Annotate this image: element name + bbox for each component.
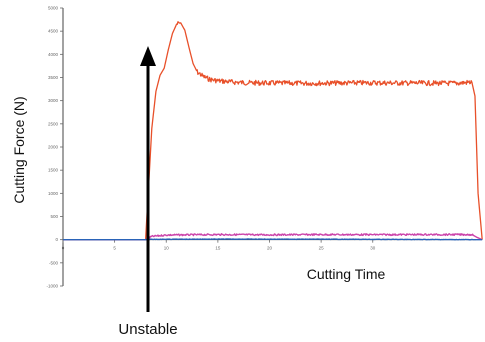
x-tick-label: 5 [113, 246, 116, 251]
x-tick-label: 0 [62, 246, 65, 251]
x-tick-label: 25 [319, 246, 325, 251]
x-tick-label: 15 [215, 246, 221, 251]
x-tick-label: 30 [370, 246, 376, 251]
y-tick-label: -1000 [46, 284, 58, 289]
y-tick-label: 4000 [48, 52, 59, 57]
annotation-arrow-head [140, 46, 156, 66]
annotation-label: Unstable [118, 321, 177, 338]
axes [63, 8, 476, 286]
y-tick-label: 0 [55, 237, 58, 242]
y-tick-label: 2000 [48, 145, 59, 150]
tick-labels: -1000 -500 0 500 1000 1500 2000 2500 3000 3500 400… [46, 6, 375, 289]
y-tick-label: 500 [50, 214, 58, 219]
y-tick-label: 4500 [48, 29, 59, 34]
y-tick-label: 2500 [48, 121, 59, 126]
y-axis-label: Cutting Force (N) [11, 96, 27, 203]
y-tick-label: 1500 [48, 168, 59, 173]
x-axis-label: Cutting Time [307, 266, 386, 282]
x-tick-label: 10 [164, 246, 170, 251]
x-tick-label: 20 [267, 246, 273, 251]
series-lines [63, 22, 482, 240]
y-tick-label: -500 [49, 260, 59, 265]
y-tick-label: 3000 [48, 98, 59, 103]
y-tick-label: 3500 [48, 75, 59, 80]
y-tick-label: 1000 [48, 191, 59, 196]
y-tick-label: 5000 [48, 6, 59, 11]
annotation-unstable: Unstable [118, 46, 177, 338]
series-line [63, 239, 482, 240]
series-line [63, 22, 482, 240]
